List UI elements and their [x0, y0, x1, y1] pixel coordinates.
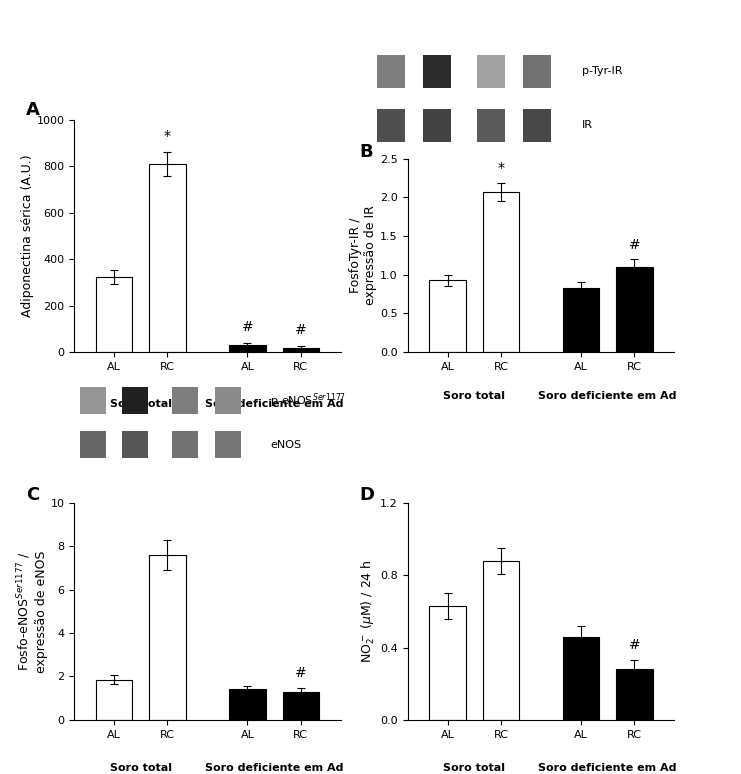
Text: B: B: [359, 143, 373, 161]
Text: #: #: [295, 666, 307, 680]
Bar: [482, 561, 519, 720]
Text: IR: IR: [582, 121, 593, 130]
Text: #: #: [242, 320, 253, 334]
Bar: [476, 55, 505, 88]
Bar: [476, 109, 505, 142]
Bar: [172, 431, 198, 458]
Bar: [429, 606, 466, 720]
Bar: [172, 387, 198, 414]
Text: Soro total: Soro total: [443, 763, 505, 773]
Text: C: C: [26, 486, 39, 504]
Text: Soro deficiente em Ad: Soro deficiente em Ad: [539, 391, 677, 401]
Text: A: A: [26, 101, 40, 119]
Bar: [422, 109, 451, 142]
Text: #: #: [295, 323, 307, 337]
Bar: [616, 267, 653, 352]
Text: D: D: [359, 486, 374, 504]
Text: Soro deficiente em Ad: Soro deficiente em Ad: [205, 763, 343, 773]
Bar: [429, 280, 466, 352]
Text: Soro total: Soro total: [110, 763, 172, 773]
Bar: [80, 431, 105, 458]
Bar: [149, 164, 186, 352]
Bar: [80, 387, 105, 414]
Bar: [282, 692, 319, 720]
Bar: [215, 387, 241, 414]
Bar: [122, 431, 148, 458]
Text: #: #: [628, 638, 640, 652]
Text: Soro deficiente em Ad: Soro deficiente em Ad: [205, 399, 343, 409]
Text: eNOS: eNOS: [270, 440, 302, 450]
Bar: [282, 348, 319, 352]
Text: #: #: [628, 238, 640, 252]
Text: Soro deficiente em Ad: Soro deficiente em Ad: [539, 763, 677, 773]
Bar: [96, 276, 133, 352]
Text: *: *: [497, 161, 505, 175]
Y-axis label: Adiponectina sérica (A.U.): Adiponectina sérica (A.U.): [21, 155, 33, 317]
Y-axis label: NO$_2^-$ ($\mu$M) / 24 h: NO$_2^-$ ($\mu$M) / 24 h: [360, 560, 377, 663]
Text: Soro total: Soro total: [443, 391, 505, 401]
Text: p-eNOS$^{Ser1177}$: p-eNOS$^{Ser1177}$: [270, 392, 347, 410]
Bar: [482, 192, 519, 352]
Bar: [229, 345, 266, 352]
Bar: [149, 555, 186, 720]
Bar: [616, 670, 653, 720]
Bar: [122, 387, 148, 414]
Text: p-Tyr-IR: p-Tyr-IR: [582, 67, 622, 76]
Y-axis label: FosfoTyr-IR /
expressão de IR: FosfoTyr-IR / expressão de IR: [349, 205, 377, 306]
Bar: [522, 55, 551, 88]
Text: *: *: [164, 129, 171, 143]
Bar: [96, 680, 133, 720]
Y-axis label: Fosfo-eNOS$^{Ser1177}$ /
expressão de eNOS: Fosfo-eNOS$^{Ser1177}$ / expressão de eN…: [15, 550, 47, 673]
Bar: [376, 109, 405, 142]
Bar: [522, 109, 551, 142]
Bar: [229, 690, 266, 720]
Bar: [376, 55, 405, 88]
Bar: [562, 288, 599, 352]
Bar: [422, 55, 451, 88]
Bar: [562, 637, 599, 720]
Text: Soro total: Soro total: [110, 399, 172, 409]
Bar: [215, 431, 241, 458]
